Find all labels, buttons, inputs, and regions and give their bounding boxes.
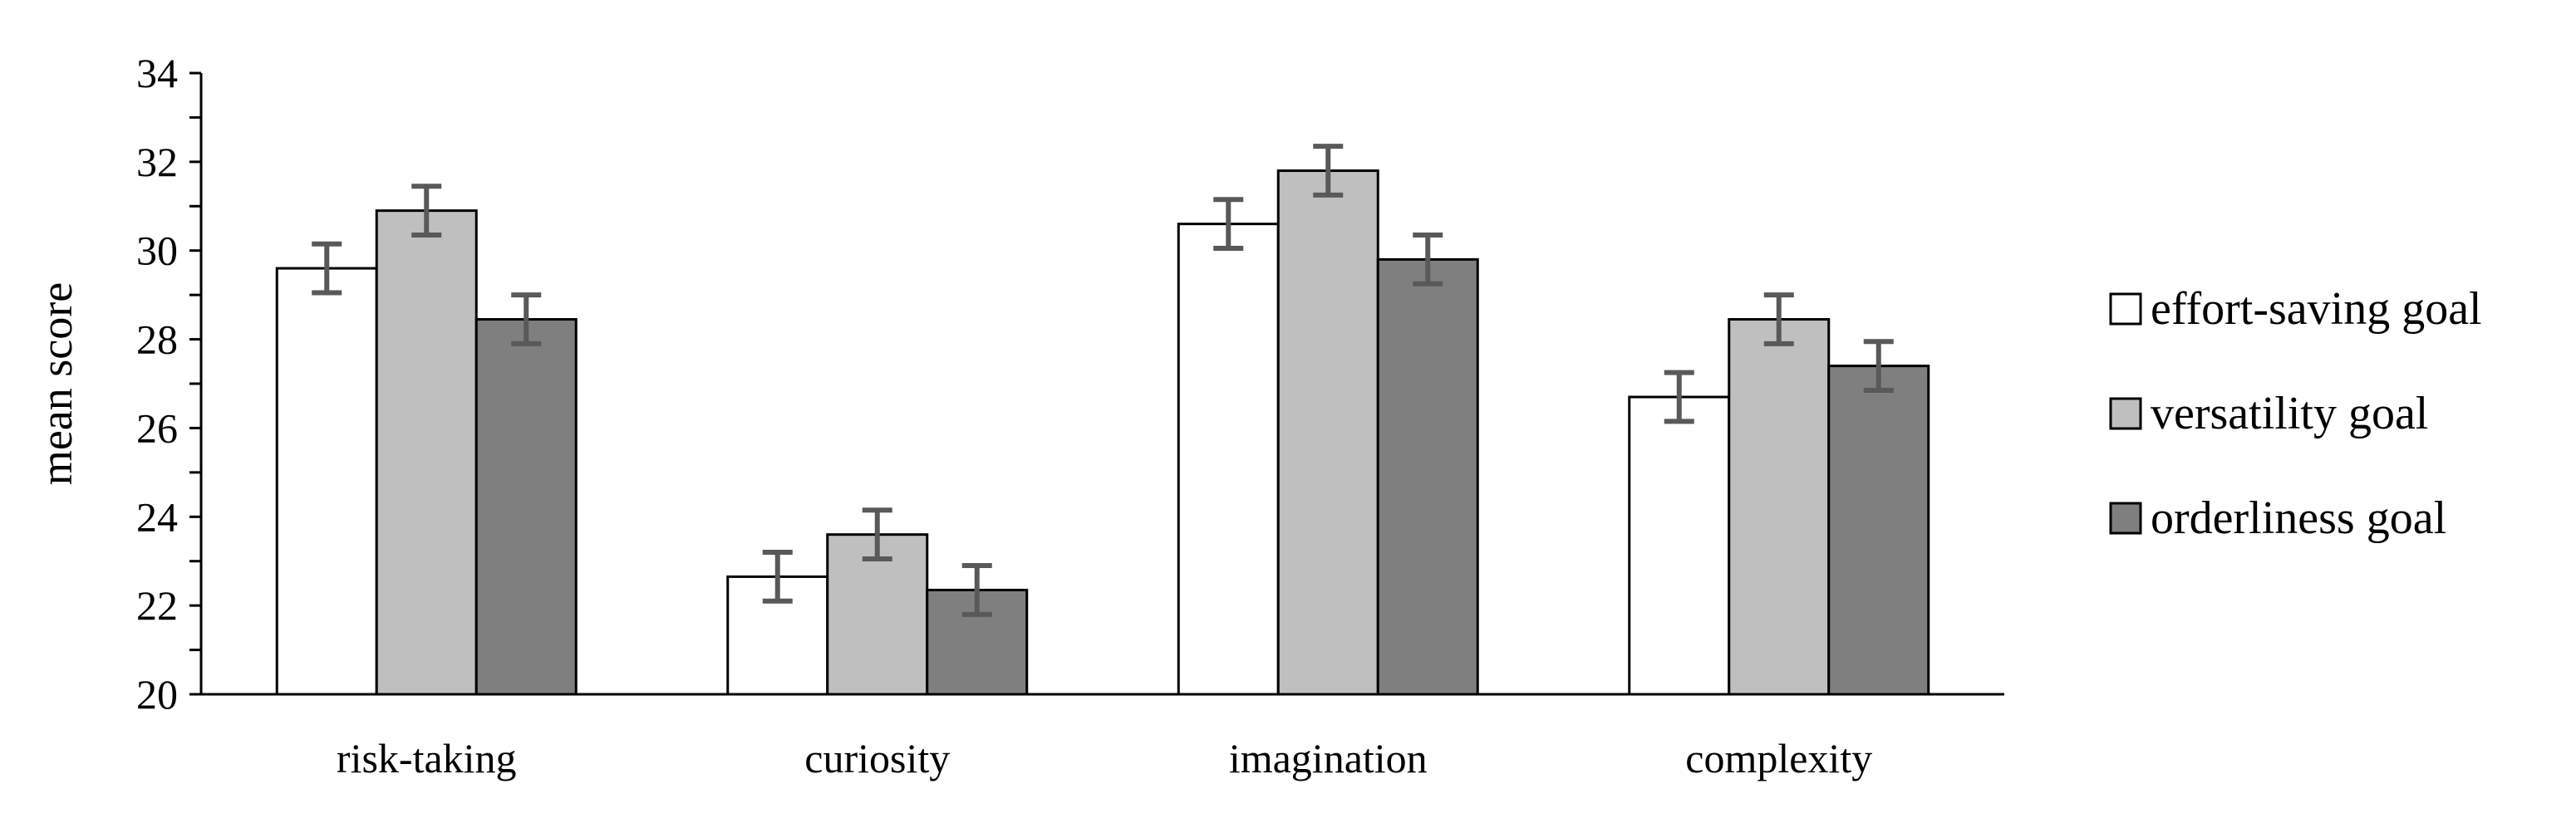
legend-label: orderliness goal xyxy=(2151,492,2446,544)
y-tick-label: 24 xyxy=(136,493,178,540)
bar xyxy=(1827,365,1930,696)
y-tick-label: 30 xyxy=(136,228,178,274)
bar xyxy=(1628,395,1731,696)
y-tick-label: 34 xyxy=(136,50,178,96)
x-tick-label: curiosity xyxy=(804,735,950,781)
y-tick-label: 28 xyxy=(136,316,178,363)
legend-swatch xyxy=(2109,502,2142,535)
y-tick-label: 32 xyxy=(136,139,178,185)
legend-label: effort-saving goal xyxy=(2151,283,2482,335)
bars xyxy=(275,169,1930,696)
y-tick-label: 20 xyxy=(136,671,178,718)
legend-swatch xyxy=(2109,292,2142,326)
axis-labels: 20 22 24 26 28 30 32 34 mean score risk-taking cur… xyxy=(32,50,1872,781)
y-tick-label: 22 xyxy=(136,582,178,629)
bar xyxy=(1177,223,1280,696)
x-tick-label: risk-taking xyxy=(337,735,517,781)
y-axis-title: mean score xyxy=(32,282,81,485)
legend-swatch xyxy=(2109,397,2142,430)
bar xyxy=(275,267,378,696)
y-tick-label: 26 xyxy=(136,404,178,451)
x-tick-label: imagination xyxy=(1229,735,1428,781)
legend-label: versatility goal xyxy=(2151,388,2428,439)
bar xyxy=(1376,257,1479,696)
bar xyxy=(375,209,478,696)
bar xyxy=(1276,169,1379,696)
legend: effort-saving goal versatility goal orderl… xyxy=(2109,283,2482,544)
error-bars xyxy=(312,144,1894,617)
x-tick-label: complexity xyxy=(1685,735,1872,781)
bar xyxy=(1728,318,1831,696)
bar xyxy=(474,318,578,696)
